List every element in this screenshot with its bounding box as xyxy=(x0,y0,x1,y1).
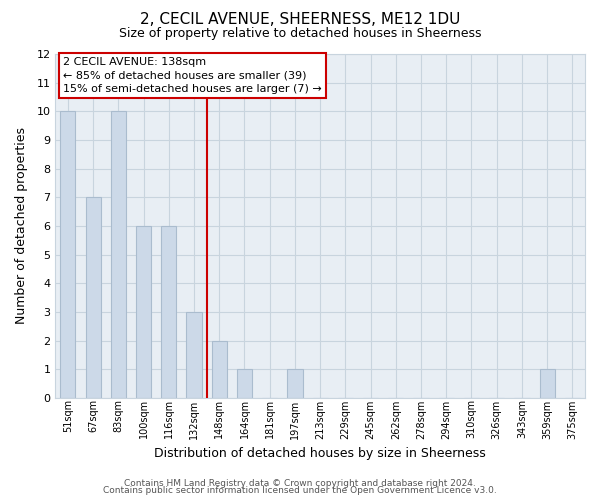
Bar xyxy=(212,340,227,398)
Bar xyxy=(539,369,555,398)
X-axis label: Distribution of detached houses by size in Sheerness: Distribution of detached houses by size … xyxy=(154,447,486,460)
Bar xyxy=(136,226,151,398)
Text: Contains HM Land Registry data © Crown copyright and database right 2024.: Contains HM Land Registry data © Crown c… xyxy=(124,478,476,488)
Y-axis label: Number of detached properties: Number of detached properties xyxy=(15,128,28,324)
Bar xyxy=(187,312,202,398)
Bar xyxy=(237,369,252,398)
Bar xyxy=(161,226,176,398)
Text: 2 CECIL AVENUE: 138sqm
← 85% of detached houses are smaller (39)
15% of semi-det: 2 CECIL AVENUE: 138sqm ← 85% of detached… xyxy=(63,58,322,94)
Bar xyxy=(287,369,302,398)
Text: 2, CECIL AVENUE, SHEERNESS, ME12 1DU: 2, CECIL AVENUE, SHEERNESS, ME12 1DU xyxy=(140,12,460,28)
Bar xyxy=(86,198,101,398)
Text: Contains public sector information licensed under the Open Government Licence v3: Contains public sector information licen… xyxy=(103,486,497,495)
Bar xyxy=(111,112,126,398)
Bar xyxy=(61,112,76,398)
Text: Size of property relative to detached houses in Sheerness: Size of property relative to detached ho… xyxy=(119,28,481,40)
